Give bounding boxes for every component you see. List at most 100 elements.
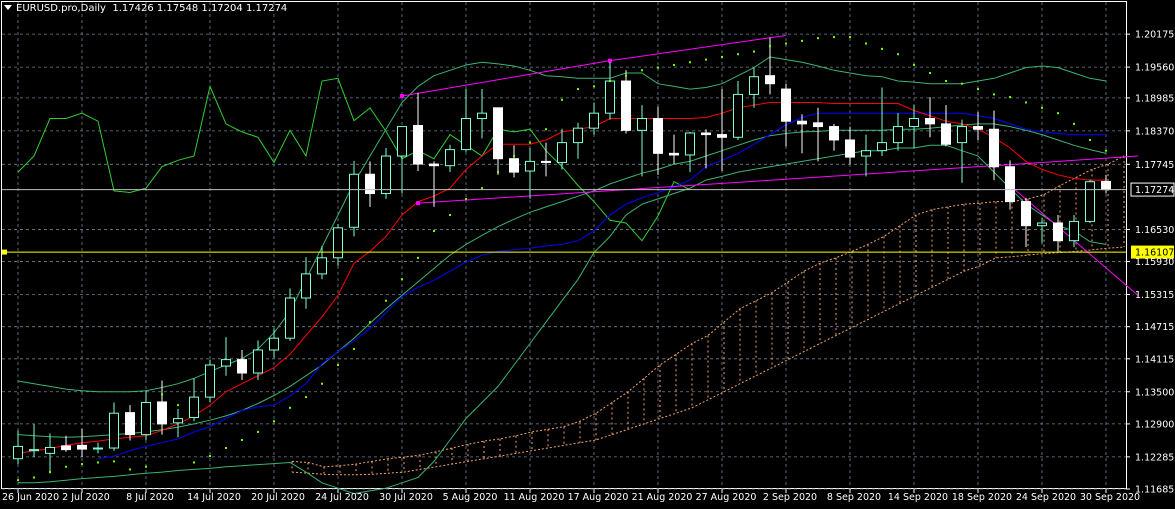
psar-dot (353, 347, 355, 350)
x-tick-label: 27 Aug 2020 (696, 492, 757, 503)
kijun-line (97, 112, 1106, 460)
bid-price-label: 1.17274 (1135, 185, 1174, 196)
candle-body (221, 359, 231, 367)
psar-dot (225, 447, 227, 450)
psar-dot (769, 45, 771, 48)
psar-dot (273, 420, 275, 423)
senkou-span-b (291, 246, 1125, 476)
y-tick-label: 1.11685 (1135, 485, 1174, 496)
bb-middle-line (17, 123, 1107, 438)
candle-body (925, 118, 935, 125)
psar-dot (1057, 112, 1059, 115)
candle-body (829, 126, 839, 141)
trendline-anchor[interactable] (416, 201, 420, 206)
candle-body (685, 132, 695, 156)
psar-dot (513, 155, 515, 158)
candle-body (973, 126, 983, 130)
psar-dot (449, 213, 451, 216)
ichimoku-cloud (291, 155, 1125, 476)
candle-body (765, 75, 775, 85)
candle-body (397, 126, 407, 157)
psar-dot (865, 42, 867, 45)
x-tick-label: 2 Sep 2020 (763, 492, 817, 503)
candle-body (845, 139, 855, 158)
psar-dot (913, 63, 915, 66)
psar-dot (945, 80, 947, 83)
psar-dot (481, 187, 483, 190)
candle-body (365, 173, 375, 195)
candle-body (893, 126, 903, 144)
psar-dot (593, 85, 595, 88)
x-tick-label: 14 Jul 2020 (187, 492, 241, 503)
y-tick-label: 1.16530 (1135, 225, 1174, 236)
trendline[interactable] (609, 34, 787, 62)
x-tick-label: 5 Aug 2020 (443, 492, 498, 503)
candle-body (493, 107, 503, 160)
candle-body (77, 444, 87, 450)
trendline-anchor[interactable] (400, 94, 404, 99)
parabolic-sar (17, 36, 1107, 482)
x-tick-label: 26 Jun 2020 (2, 492, 59, 503)
y-tick-label: 1.14715 (1135, 322, 1174, 333)
candle-body (669, 152, 679, 156)
psar-dot (417, 256, 419, 259)
candle-body (93, 447, 103, 450)
bb-lower-line (18, 144, 1107, 495)
psar-dot (673, 63, 675, 66)
psar-dot (385, 299, 387, 302)
candle-body (333, 227, 343, 259)
candle-body (461, 118, 471, 151)
candle-body (1053, 222, 1063, 242)
trendline[interactable] (417, 165, 995, 204)
candle-body (813, 122, 823, 128)
psar-dot (785, 42, 787, 45)
psar-dot (65, 465, 67, 468)
price-axis[interactable]: 1.20175 1.19560 1.18985 1.18370 1.17745 1.165… (1126, 30, 1174, 496)
psar-dot (113, 460, 115, 463)
y-tick-label: 1.14115 (1135, 354, 1174, 365)
hline-handle[interactable] (2, 249, 7, 255)
candle-body (589, 112, 599, 129)
candle-body (749, 76, 759, 95)
chikou-line (17, 77, 691, 242)
x-tick-label: 24 Jul 2020 (315, 492, 369, 503)
y-tick-label: 1.12900 (1135, 419, 1174, 430)
psar-dot (817, 37, 819, 40)
psar-dot (657, 66, 659, 69)
psar-dot (17, 479, 19, 482)
candle-body (477, 112, 487, 120)
psar-dot (81, 463, 83, 466)
psar-dot (849, 36, 851, 39)
y-tick-label: 1.18985 (1135, 93, 1174, 104)
psar-dot (545, 128, 547, 131)
psar-dot (705, 58, 707, 61)
candle-body (605, 80, 615, 114)
psar-dot (1009, 96, 1011, 99)
candle-body (381, 155, 391, 195)
time-axis[interactable]: 26 Jun 2020 2 Jul 2020 8 Jul 2020 14 Jul 20… (2, 489, 1140, 503)
candle-body (349, 173, 359, 228)
psar-dot (1041, 106, 1043, 109)
candle-body (621, 80, 631, 131)
horizontal-line[interactable]: 1.17274 1.16107 (2, 182, 1175, 259)
candle-body (941, 123, 951, 145)
candle-body (541, 160, 551, 163)
candles (13, 37, 1111, 474)
candle-body (781, 88, 791, 122)
trendline[interactable] (993, 155, 1139, 167)
trendline-anchor[interactable] (608, 58, 612, 63)
psar-dot (1025, 101, 1027, 104)
candle-body (1101, 180, 1111, 191)
trendline[interactable] (401, 60, 611, 97)
psar-dot (897, 53, 899, 56)
dropdown-triangle-icon[interactable] (4, 5, 12, 10)
candle-body (45, 446, 55, 454)
psar-dot (497, 171, 499, 174)
x-tick-label: 17 Aug 2020 (568, 492, 629, 503)
y-tick-label: 1.15930 (1135, 257, 1174, 268)
candle-body (301, 273, 311, 299)
x-tick-label: 24 Sep 2020 (1016, 492, 1076, 503)
y-tick-label: 1.17745 (1135, 160, 1174, 171)
y-tick-label: 1.20175 (1135, 30, 1174, 41)
